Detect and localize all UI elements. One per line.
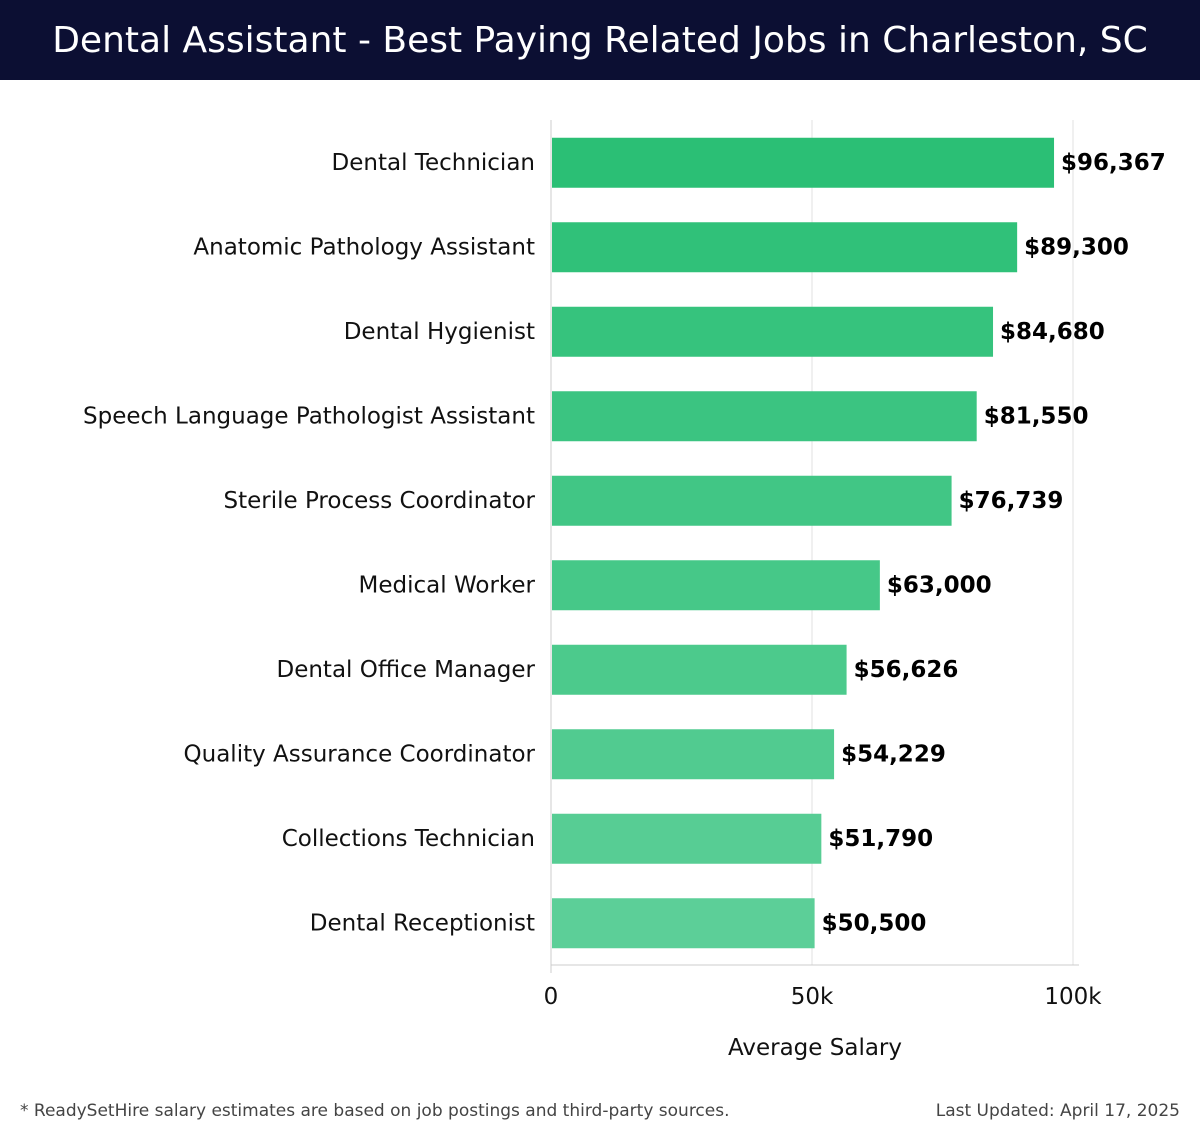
x-tick-label-0: 0 — [544, 984, 559, 1010]
bar-2 — [552, 222, 1018, 273]
category-label-7: Dental Office Manager — [276, 657, 535, 683]
bar-4 — [552, 391, 977, 442]
category-label-5: Sterile Process Coordinator — [224, 488, 536, 514]
category-label-9: Collections Technician — [282, 826, 535, 852]
value-label-4: $81,550 — [984, 403, 1089, 429]
x-axis-title: Average Salary — [728, 1035, 902, 1061]
x-tick-label-2: 100k — [1044, 984, 1102, 1010]
category-label-2: Anatomic Pathology Assistant — [193, 234, 535, 260]
value-label-10: $50,500 — [822, 910, 927, 936]
bar-3 — [552, 306, 994, 357]
salary-bar-chart: Dental Technician $96,367 Anatomic Patholo… — [83, 120, 1166, 1061]
footer-note: * ReadySetHire salary estimates are base… — [20, 1101, 730, 1121]
category-label-1: Dental Technician — [332, 150, 535, 176]
value-label-2: $89,300 — [1024, 234, 1129, 260]
bar-5 — [552, 475, 952, 526]
bar-6 — [552, 560, 880, 611]
footer-updated: Last Updated: April 17, 2025 — [935, 1101, 1180, 1121]
category-label-3: Dental Hygienist — [344, 319, 535, 345]
value-label-5: $76,739 — [959, 488, 1064, 514]
title-bar: Dental Assistant - Best Paying Related J… — [0, 0, 1200, 80]
bar-1 — [552, 137, 1055, 188]
category-label-10: Dental Receptionist — [310, 910, 535, 936]
bar-9 — [552, 813, 822, 864]
value-label-3: $84,680 — [1000, 319, 1105, 345]
x-tick-label-1: 50k — [791, 984, 834, 1010]
value-label-6: $63,000 — [887, 572, 992, 598]
value-label-1: $96,367 — [1061, 150, 1166, 176]
label-layer: Dental Technician $96,367 Anatomic Patholo… — [83, 150, 1166, 937]
bar-7 — [552, 644, 847, 695]
bar-layer — [552, 137, 1055, 949]
value-label-9: $51,790 — [828, 826, 933, 852]
chart-title: Dental Assistant - Best Paying Related J… — [52, 19, 1148, 61]
category-label-6: Medical Worker — [359, 572, 536, 598]
category-label-8: Quality Assurance Coordinator — [184, 741, 536, 767]
value-label-7: $56,626 — [854, 657, 959, 683]
value-label-8: $54,229 — [841, 741, 946, 767]
category-label-4: Speech Language Pathologist Assistant — [83, 403, 535, 429]
bar-10 — [552, 898, 815, 949]
axis-layer: 0 50k 100k Average Salary — [544, 120, 1102, 1061]
bar-8 — [552, 729, 835, 780]
